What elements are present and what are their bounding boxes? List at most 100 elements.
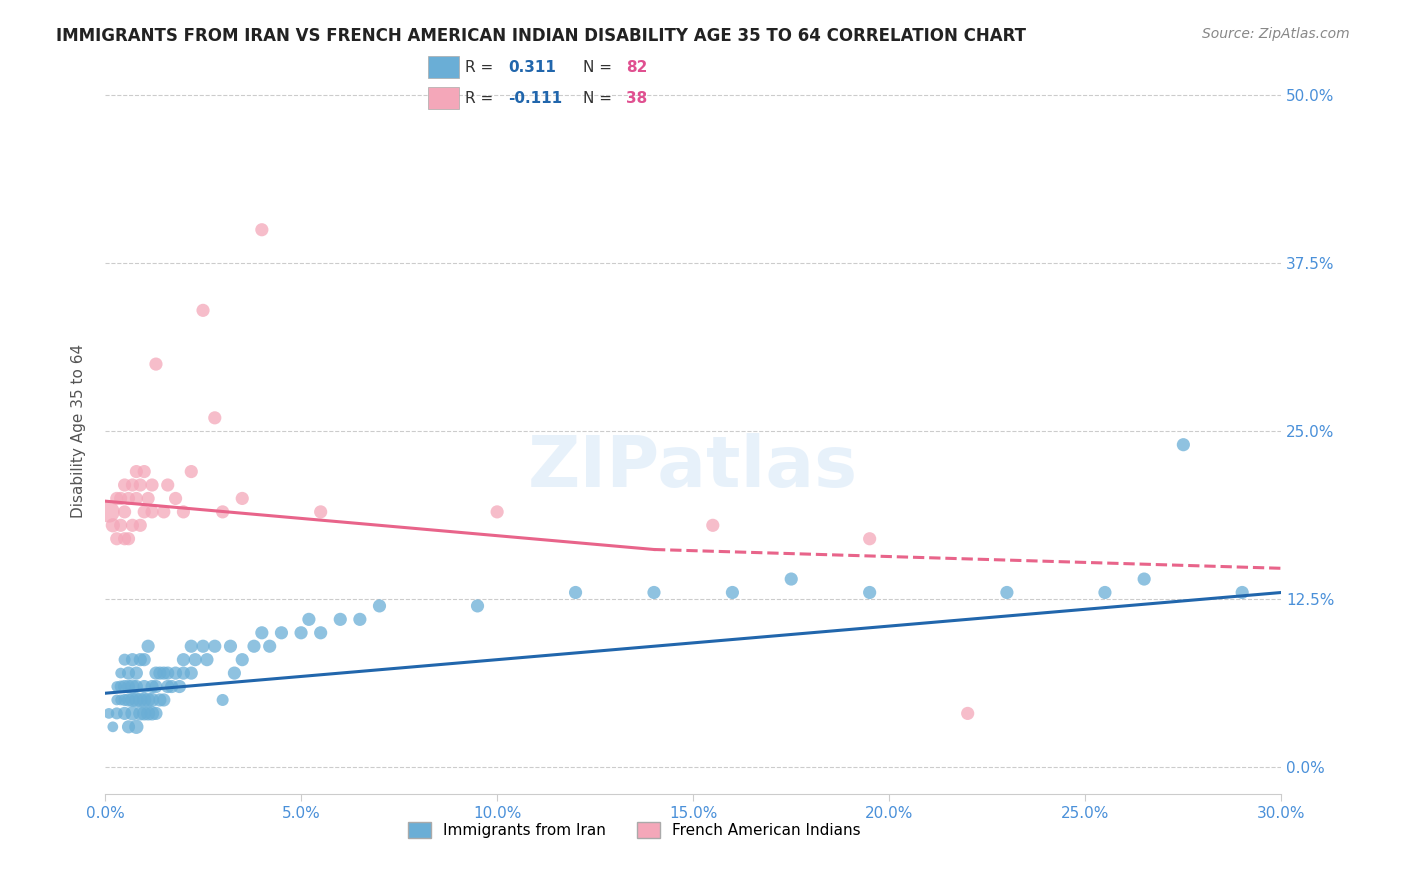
Point [160, 680, 183, 694]
Point [780, 572, 803, 586]
Point [97, 706, 120, 721]
Point [121, 680, 143, 694]
Point [125, 680, 148, 694]
Point [145, 680, 167, 694]
Point [136, 706, 159, 721]
Point [329, 612, 352, 626]
Point [298, 612, 321, 626]
Point [117, 532, 139, 546]
Point [156, 478, 179, 492]
Point [1094, 585, 1116, 599]
Point [204, 410, 226, 425]
Point [114, 505, 136, 519]
Point [309, 505, 332, 519]
Point [211, 505, 233, 519]
Point [134, 465, 156, 479]
Point [180, 666, 202, 681]
Point [859, 532, 882, 546]
Point [114, 532, 136, 546]
Point [643, 585, 665, 599]
Point [125, 693, 148, 707]
Point [145, 357, 167, 371]
Point [180, 639, 202, 653]
Text: -0.111: -0.111 [509, 91, 562, 106]
Text: 82: 82 [626, 60, 647, 75]
Point [995, 585, 1018, 599]
FancyBboxPatch shape [427, 56, 458, 78]
Point [169, 680, 191, 694]
Point [145, 706, 167, 721]
Point [117, 666, 139, 681]
Point [114, 653, 136, 667]
Text: R =: R = [465, 60, 498, 75]
Point [368, 599, 391, 613]
Point [231, 491, 253, 506]
Point [125, 720, 148, 734]
Point [184, 653, 207, 667]
Text: Source: ZipAtlas.com: Source: ZipAtlas.com [1202, 27, 1350, 41]
Point [105, 706, 128, 721]
Point [702, 518, 724, 533]
Point [721, 585, 744, 599]
Point [149, 693, 172, 707]
Point [125, 666, 148, 681]
Point [153, 505, 176, 519]
Point [134, 505, 156, 519]
Point [270, 625, 292, 640]
Point [141, 693, 163, 707]
Point [141, 680, 163, 694]
Point [110, 518, 132, 533]
Y-axis label: Disability Age 35 to 64: Disability Age 35 to 64 [72, 344, 86, 518]
Point [101, 720, 124, 734]
Point [136, 491, 159, 506]
Point [105, 532, 128, 546]
Point [259, 639, 281, 653]
Point [129, 706, 152, 721]
Point [129, 518, 152, 533]
Point [243, 639, 266, 653]
Point [290, 625, 312, 640]
FancyBboxPatch shape [427, 87, 458, 109]
Point [121, 653, 143, 667]
Point [134, 680, 156, 694]
Point [105, 491, 128, 506]
Point [309, 625, 332, 640]
Point [956, 706, 979, 721]
Point [165, 491, 187, 506]
Point [219, 639, 242, 653]
Point [110, 666, 132, 681]
Point [165, 666, 187, 681]
Point [129, 653, 152, 667]
Point [141, 505, 163, 519]
Point [141, 478, 163, 492]
Text: IMMIGRANTS FROM IRAN VS FRENCH AMERICAN INDIAN DISABILITY AGE 35 TO 64 CORRELATI: IMMIGRANTS FROM IRAN VS FRENCH AMERICAN … [56, 27, 1026, 45]
Point [117, 720, 139, 734]
Point [114, 693, 136, 707]
Point [172, 666, 194, 681]
Point [141, 706, 163, 721]
Point [121, 706, 143, 721]
Point [114, 680, 136, 694]
Point [105, 693, 128, 707]
Point [97, 505, 120, 519]
Point [114, 478, 136, 492]
Point [224, 666, 246, 681]
Point [129, 478, 152, 492]
Point [250, 223, 273, 237]
Point [121, 518, 143, 533]
Point [117, 491, 139, 506]
Point [125, 465, 148, 479]
Point [180, 465, 202, 479]
Text: 38: 38 [626, 91, 647, 106]
Point [195, 653, 218, 667]
Point [172, 653, 194, 667]
Point [136, 639, 159, 653]
Text: ZIPatlas: ZIPatlas [529, 433, 858, 502]
Point [101, 518, 124, 533]
Point [153, 693, 176, 707]
Point [134, 693, 156, 707]
Point [211, 693, 233, 707]
Point [114, 706, 136, 721]
Point [110, 693, 132, 707]
Point [1230, 585, 1253, 599]
